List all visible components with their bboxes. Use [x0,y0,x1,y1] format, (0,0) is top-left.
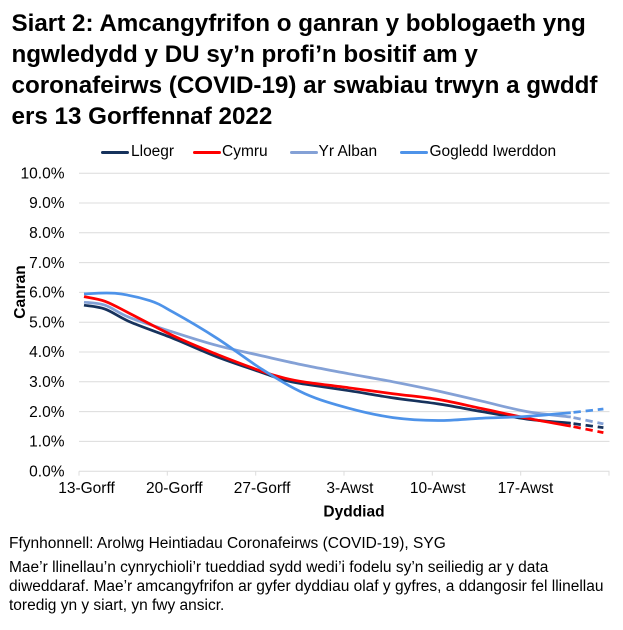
svg-text:10-Awst: 10-Awst [410,480,466,497]
svg-text:3.0%: 3.0% [29,374,65,391]
svg-text:Canran: Canran [12,265,29,318]
svg-text:2.0%: 2.0% [29,404,65,421]
svg-text:0.0%: 0.0% [29,463,65,480]
svg-text:5.0%: 5.0% [29,314,65,331]
svg-text:13-Gorff: 13-Gorff [58,480,115,497]
svg-text:27-Gorff: 27-Gorff [234,480,291,497]
svg-text:1.0%: 1.0% [29,434,65,451]
svg-text:Dyddiad: Dyddiad [323,504,384,521]
svg-text:8.0%: 8.0% [29,225,65,242]
svg-text:7.0%: 7.0% [29,255,65,272]
svg-text:20-Gorff: 20-Gorff [146,480,203,497]
svg-text:3-Awst: 3-Awst [326,480,374,497]
svg-text:6.0%: 6.0% [29,285,65,302]
svg-text:9.0%: 9.0% [29,195,65,212]
svg-text:10.0%: 10.0% [21,165,65,182]
svg-text:4.0%: 4.0% [29,344,65,361]
svg-text:17-Awst: 17-Awst [498,480,554,497]
